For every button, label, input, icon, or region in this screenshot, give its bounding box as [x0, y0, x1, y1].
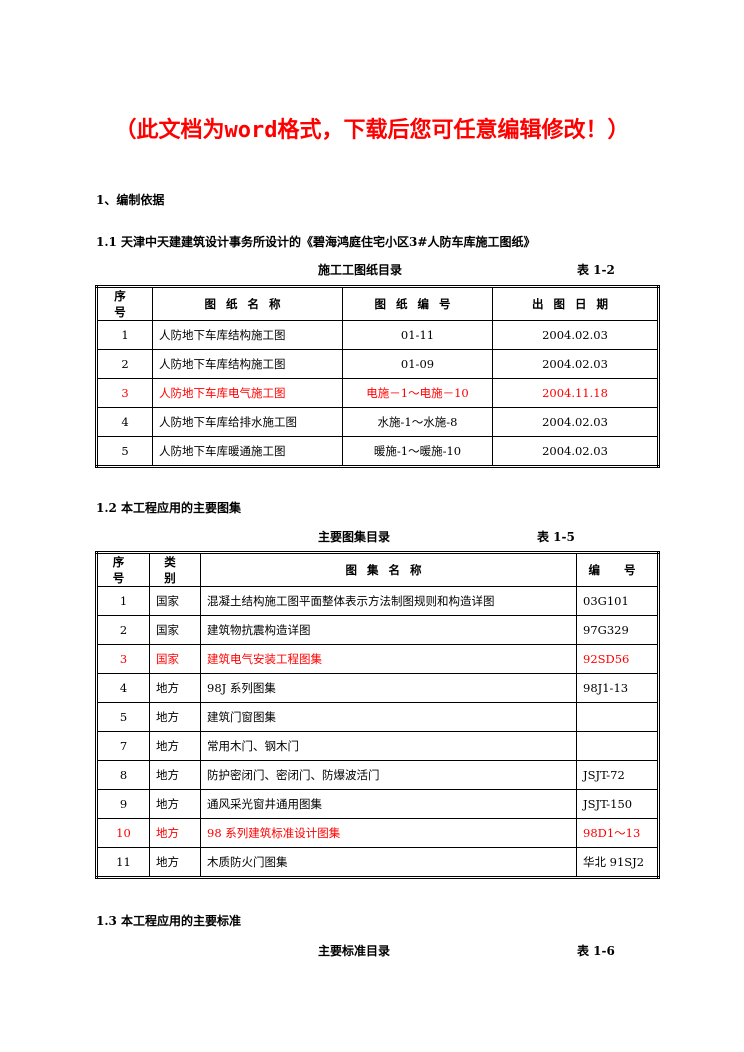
table-cell: 11 [96, 847, 150, 878]
table-cell: JSJT-72 [576, 760, 659, 790]
table-cell: 常用木门、钢木门 [200, 731, 577, 761]
table-cell: 98J 系列图集 [200, 673, 577, 703]
table-cell: 防护密闭门、密闭门、防爆波活门 [200, 760, 577, 790]
table-cell: 01-09 [342, 349, 493, 379]
table-cell: 2004.02.03 [492, 436, 659, 467]
table-cell: 人防地下车库结构施工图 [152, 349, 343, 379]
table-cell: 建筑门窗图集 [200, 702, 577, 732]
table-cell: 人防地下车库结构施工图 [152, 320, 343, 350]
atlas-list-table: 序号 类别 图集名称编 号 1 国家 混凝土结构施工图平面整体表示方法制图规则和构造详图 0… [95, 551, 660, 879]
table-row: 2 人防地下车库结构施工图 01-09 2004.02.03 [96, 349, 659, 379]
table-cell [576, 731, 659, 761]
section-heading-1-2: 1.2 本工程应用的主要图集 [96, 501, 242, 515]
table-cell: 电施－1～电施－10 [342, 378, 493, 408]
column-header: 出图日期 [492, 286, 659, 321]
table-cell: 01-11 [342, 320, 493, 350]
table-cell: 98 系列建筑标准设计图集 [200, 818, 577, 848]
table-cell: 2004.02.03 [492, 349, 659, 379]
table-cell: 3 [96, 378, 153, 408]
table-cell: 3 [96, 644, 150, 674]
table-cell: 地方 [149, 731, 201, 761]
table-row: 8 地方 防护密闭门、密闭门、防爆波活门 JSJT-72 [96, 760, 659, 790]
column-header: 图纸名称 [152, 286, 343, 321]
table2-number: 表 1-5 [537, 530, 575, 544]
table-cell: 2 [96, 615, 150, 645]
table3-caption: 主要标准目录 [318, 944, 391, 958]
table-cell: 建筑电气安装工程图集 [200, 644, 577, 674]
table-cell: 地方 [149, 702, 201, 732]
table-cell: 4 [96, 673, 150, 703]
document-banner: （此文档为word格式，下载后您可任意编辑修改！） [114, 118, 630, 143]
table-cell: 8 [96, 760, 150, 790]
table-cell: 木质防火门图集 [200, 847, 577, 878]
column-header: 序号 [96, 552, 150, 587]
table-row: 7 地方 常用木门、钢木门 [96, 731, 659, 761]
table-cell: 5 [96, 436, 153, 467]
table-cell: 地方 [149, 789, 201, 819]
column-header: 编 号 [576, 552, 659, 587]
table-row: 1 人防地下车库结构施工图 01-11 2004.02.03 [96, 320, 659, 350]
table-row: 10 地方 98 系列建筑标准设计图集 98D1～13 [96, 818, 659, 848]
table-row: 3 国家 建筑电气安装工程图集 92SD56 [96, 644, 659, 674]
table-cell: 92SD56 [576, 644, 659, 674]
table-cell: 人防地下车库暖通施工图 [152, 436, 343, 467]
table3-number: 表 1-6 [577, 944, 615, 958]
table-row: 3 人防地下车库电气施工图 电施－1～电施－10 2004.11.18 [96, 378, 659, 408]
table-cell: 97G329 [576, 615, 659, 645]
drawing-list-table: 序号 图纸名称 图纸编号 出图日期 1 人防地下车库结构施工图 01-11 2004.02.0… [95, 285, 660, 468]
table-cell: 地方 [149, 847, 201, 878]
section-heading-1-3: 1.3 本工程应用的主要标准 [96, 914, 242, 928]
table-cell: 2 [96, 349, 153, 379]
table-cell: 98J1-13 [576, 673, 659, 703]
table-header-row: 序号 图纸名称 图纸编号 出图日期 [96, 286, 659, 321]
table-cell: 2004.11.18 [492, 378, 659, 408]
table-cell: 暖施-1～暖施-10 [342, 436, 493, 467]
table-cell: 地方 [149, 673, 201, 703]
table-cell: 建筑物抗震构造详图 [200, 615, 577, 645]
table-row: 4 地方 98J 系列图集 98J1-13 [96, 673, 659, 703]
table-cell [576, 702, 659, 732]
table-cell: 9 [96, 789, 150, 819]
column-header: 图集名称 [200, 552, 577, 587]
section-heading-1: 1、编制依据 [96, 193, 165, 207]
table-cell: JSJT-150 [576, 789, 659, 819]
table-cell: 国家 [149, 586, 201, 616]
table-cell: 1 [96, 586, 150, 616]
table-cell: 地方 [149, 760, 201, 790]
table-header-row: 序号 类别 图集名称编 号 [96, 552, 659, 587]
table-cell: 7 [96, 731, 150, 761]
table-cell: 10 [96, 818, 150, 848]
table-cell: 03G101 [576, 586, 659, 616]
column-header: 类别 [149, 552, 201, 587]
table-cell: 1 [96, 320, 153, 350]
table2-caption: 主要图集目录 [318, 530, 391, 544]
section-heading-1-1: 1.1 天津中天建建筑设计事务所设计的《碧海鸿庭住宅小区3#人防车库施工图纸》 [96, 235, 536, 249]
table-row: 9 地方 通风采光窗井通用图集 JSJT-150 [96, 789, 659, 819]
column-header: 图纸编号 [342, 286, 493, 321]
table-cell: 国家 [149, 615, 201, 645]
table-row: 4 人防地下车库给排水施工图 水施-1～水施-8 2004.02.03 [96, 407, 659, 437]
table-cell: 4 [96, 407, 153, 437]
table-cell: 人防地下车库给排水施工图 [152, 407, 343, 437]
table-row: 5 地方 建筑门窗图集 [96, 702, 659, 732]
table-cell: 华北 91SJ2 [576, 847, 659, 878]
table-cell: 98D1～13 [576, 818, 659, 848]
column-header: 序号 [96, 286, 153, 321]
table-cell: 通风采光窗井通用图集 [200, 789, 577, 819]
table-cell: 人防地下车库电气施工图 [152, 378, 343, 408]
table-cell: 地方 [149, 818, 201, 848]
table-cell: 2004.02.03 [492, 407, 659, 437]
table-row: 2 国家 建筑物抗震构造详图 97G329 [96, 615, 659, 645]
table-row: 5 人防地下车库暖通施工图 暖施-1～暖施-10 2004.02.03 [96, 436, 659, 467]
table-row: 1 国家 混凝土结构施工图平面整体表示方法制图规则和构造详图 03G101 [96, 586, 659, 616]
table-cell: 混凝土结构施工图平面整体表示方法制图规则和构造详图 [200, 586, 577, 616]
table1-caption: 施工工图纸目录 [318, 263, 403, 277]
table-row: 11 地方 木质防火门图集 华北 91SJ2 [96, 847, 659, 878]
table-cell: 2004.02.03 [492, 320, 659, 350]
table-cell: 国家 [149, 644, 201, 674]
table-cell: 水施-1～水施-8 [342, 407, 493, 437]
table1-number: 表 1-2 [577, 263, 615, 277]
table-cell: 5 [96, 702, 150, 732]
